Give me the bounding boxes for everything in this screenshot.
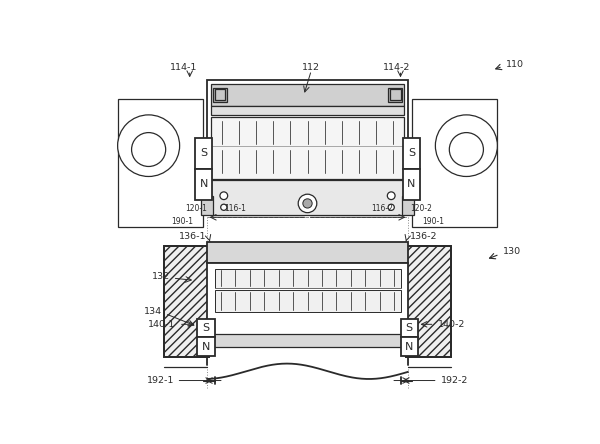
Bar: [211, 117, 404, 179]
Bar: [403, 138, 420, 169]
Text: 190-1: 190-1: [422, 217, 444, 226]
Circle shape: [436, 115, 497, 176]
Bar: [200, 196, 213, 215]
Text: N: N: [407, 179, 416, 189]
Text: S: S: [200, 148, 207, 159]
Text: 114-2: 114-2: [383, 63, 410, 71]
Bar: [118, 99, 203, 226]
Text: 132: 132: [151, 272, 170, 281]
Text: 116-1: 116-1: [224, 204, 245, 213]
Circle shape: [303, 199, 312, 208]
Circle shape: [221, 204, 227, 210]
Text: 112: 112: [302, 63, 320, 71]
Text: N: N: [202, 341, 210, 352]
Text: 140-2: 140-2: [438, 320, 465, 329]
Text: 120-1: 120-1: [185, 204, 207, 213]
Bar: [401, 337, 418, 356]
Text: S: S: [406, 323, 413, 333]
Bar: [207, 80, 408, 215]
Text: 110: 110: [506, 59, 524, 68]
Text: 136-2: 136-2: [410, 232, 437, 241]
Bar: [207, 242, 408, 263]
Bar: [389, 90, 401, 100]
Circle shape: [131, 133, 166, 166]
Text: 130: 130: [503, 247, 521, 257]
Bar: [406, 246, 451, 357]
Bar: [215, 290, 401, 312]
Bar: [197, 337, 215, 356]
Bar: [197, 319, 215, 337]
Circle shape: [298, 194, 317, 213]
Text: 192-2: 192-2: [441, 376, 468, 385]
Bar: [215, 269, 401, 288]
Text: N: N: [199, 179, 208, 189]
Bar: [211, 106, 404, 115]
Text: N: N: [405, 341, 413, 352]
Text: 190-1: 190-1: [172, 217, 194, 226]
Bar: [412, 99, 497, 226]
Bar: [402, 196, 415, 215]
Bar: [211, 180, 404, 215]
Text: 136-1: 136-1: [179, 232, 207, 241]
Text: 120-2: 120-2: [410, 204, 431, 213]
Bar: [388, 88, 402, 102]
Bar: [215, 90, 226, 100]
Bar: [164, 246, 209, 357]
Text: 140-1: 140-1: [148, 320, 176, 329]
Bar: [406, 246, 451, 357]
Bar: [207, 334, 408, 347]
Bar: [195, 138, 212, 169]
Bar: [403, 169, 420, 200]
Text: S: S: [202, 323, 209, 333]
Bar: [213, 88, 227, 102]
Circle shape: [449, 133, 484, 166]
Bar: [195, 169, 212, 200]
Circle shape: [118, 115, 179, 176]
Circle shape: [388, 204, 394, 210]
Text: 116-2: 116-2: [371, 204, 393, 213]
Bar: [211, 84, 404, 106]
Circle shape: [220, 192, 227, 200]
Bar: [164, 246, 209, 357]
Text: 192-1: 192-1: [147, 376, 174, 385]
Bar: [401, 319, 418, 337]
Text: S: S: [408, 148, 415, 159]
Circle shape: [388, 192, 395, 200]
Text: 134: 134: [143, 307, 162, 316]
Text: 114-1: 114-1: [170, 63, 197, 71]
Bar: [207, 263, 408, 337]
